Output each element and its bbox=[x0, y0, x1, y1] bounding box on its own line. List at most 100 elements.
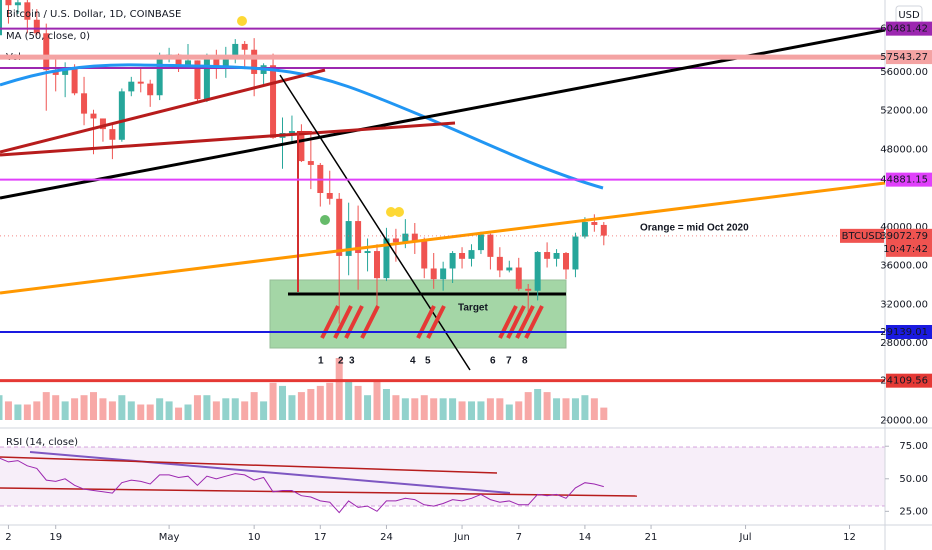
volume-bar bbox=[165, 401, 173, 420]
candle-body bbox=[99, 118, 106, 130]
volume-bar bbox=[515, 401, 523, 420]
candles bbox=[0, 0, 608, 420]
annotation: 8 bbox=[522, 356, 528, 367]
symbol: BTCUSD bbox=[842, 231, 883, 242]
x-tick-label: 2 bbox=[5, 532, 11, 543]
volume-bar bbox=[496, 398, 504, 420]
volume-bar bbox=[307, 389, 315, 420]
volume-bar bbox=[468, 401, 475, 420]
volume-bar bbox=[33, 401, 41, 420]
candle-body bbox=[326, 192, 333, 199]
candle-body bbox=[591, 222, 598, 225]
y-tick-label: 32000.00 bbox=[880, 299, 928, 310]
annotation: 1 bbox=[318, 356, 324, 367]
volume-bar bbox=[486, 398, 494, 420]
volume-bar bbox=[449, 398, 457, 420]
candle-body bbox=[0, 0, 2, 36]
volume-bar bbox=[477, 401, 485, 420]
candle-body bbox=[374, 251, 380, 279]
rsi-trend-line bbox=[0, 456, 498, 474]
volume-bar bbox=[345, 379, 353, 420]
volume-bar bbox=[71, 398, 79, 420]
candle-body bbox=[43, 33, 50, 71]
volume-bar bbox=[222, 398, 230, 420]
volume-bar bbox=[52, 395, 60, 420]
annotation: Orange = mid Oct 2020 bbox=[640, 223, 749, 234]
candle-body bbox=[194, 60, 201, 100]
candle-body bbox=[5, 0, 12, 6]
volume-bar bbox=[600, 407, 608, 420]
volume-bar bbox=[146, 404, 154, 420]
y-tick-label: 40000.00 bbox=[880, 222, 928, 233]
candle-body bbox=[515, 267, 522, 289]
candle-body bbox=[128, 81, 135, 92]
candle-body bbox=[14, 2, 21, 6]
candle-body bbox=[336, 198, 343, 256]
marker bbox=[386, 207, 396, 217]
volume-bar bbox=[250, 392, 258, 420]
volume-bar bbox=[590, 398, 598, 420]
measure-line bbox=[297, 131, 312, 292]
marker bbox=[320, 215, 330, 225]
candle-body bbox=[24, 2, 31, 20]
candle-body bbox=[213, 57, 220, 69]
volume-bar bbox=[241, 401, 249, 420]
volume-bar bbox=[430, 398, 438, 420]
candle-body bbox=[496, 256, 503, 271]
candle-body bbox=[581, 222, 588, 237]
price-label-bg bbox=[886, 324, 932, 339]
x-tick-label: 17 bbox=[314, 532, 327, 543]
rsi-band bbox=[0, 447, 885, 506]
candle-body bbox=[298, 131, 305, 162]
volume-bar bbox=[260, 401, 268, 420]
candle-body bbox=[572, 236, 579, 270]
last-price: 39072.79 bbox=[880, 231, 928, 242]
volume-bar bbox=[401, 398, 409, 420]
x-tick-label: Jul bbox=[739, 532, 752, 543]
volume-bar bbox=[156, 398, 164, 420]
currency[interactable]: USD bbox=[898, 10, 920, 21]
x-tick-label: 10 bbox=[248, 532, 261, 543]
volume-bar bbox=[297, 392, 305, 420]
y-tick-label: 36000.00 bbox=[880, 261, 928, 272]
volume-bar bbox=[534, 389, 542, 420]
volume-bar bbox=[4, 401, 12, 420]
price-label: 60481.42 bbox=[880, 24, 928, 35]
rsi-tick-label: 75.00 bbox=[899, 441, 928, 452]
chart-title: Bitcoin / U.S. Dollar, 1D, COINBASE bbox=[6, 9, 181, 20]
volume-bar bbox=[137, 404, 145, 420]
candle-body bbox=[137, 81, 144, 84]
price-label: 24109.56 bbox=[880, 376, 928, 387]
indicator-label: MA (50, close, 0) bbox=[6, 31, 90, 42]
volume-bar bbox=[175, 407, 183, 420]
volume-bar bbox=[288, 395, 296, 420]
ma-line bbox=[0, 63, 604, 190]
candle-body bbox=[402, 233, 409, 243]
x-tick-label: 24 bbox=[380, 532, 393, 543]
candle-body bbox=[109, 129, 116, 140]
candle-body bbox=[232, 43, 239, 60]
countdown: 10:47:42 bbox=[883, 244, 928, 255]
symbol-bg bbox=[840, 228, 884, 243]
volume-bar bbox=[326, 382, 334, 420]
candle-body bbox=[345, 221, 352, 256]
volume-bar bbox=[411, 398, 419, 420]
volume-bar bbox=[269, 382, 277, 420]
y-tick-label: 28000.00 bbox=[880, 338, 928, 349]
candle-body bbox=[62, 67, 69, 75]
candle-body bbox=[534, 252, 541, 291]
x-tick-label: 14 bbox=[579, 532, 592, 543]
candle-body bbox=[506, 267, 513, 271]
price-label-bg bbox=[886, 50, 932, 65]
volume-bar bbox=[118, 395, 126, 420]
price-label: 29139.01 bbox=[880, 327, 928, 338]
candle-body bbox=[392, 238, 399, 243]
price-label: 44881.15 bbox=[880, 175, 928, 186]
volume-bar bbox=[61, 401, 69, 420]
volume-bar bbox=[0, 395, 3, 420]
volume-bar bbox=[382, 389, 390, 420]
volume-bar bbox=[279, 385, 286, 420]
volume-bar bbox=[581, 395, 589, 420]
y-tick-label: 52000.00 bbox=[880, 106, 928, 117]
annotation: 6 bbox=[490, 356, 496, 367]
